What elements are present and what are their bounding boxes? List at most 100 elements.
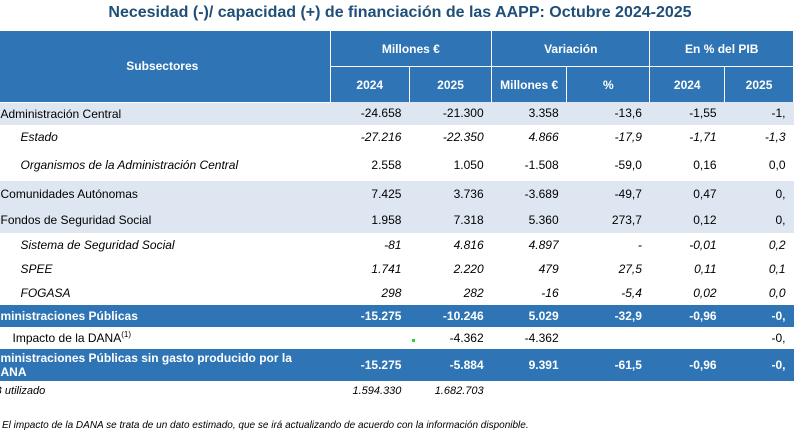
cell-var-millones: -1.508 (524, 157, 559, 172)
cell-m2024: -15.275 (330, 348, 410, 381)
cell-var-pct: -5,4 (621, 285, 642, 300)
table-row: Sistema de Seguridad Social -81 4.816 4.… (0, 233, 794, 257)
row-label: Estado (20, 129, 58, 144)
cell-var-millones: 5.029 (491, 304, 567, 327)
header-millones: Millones € (329, 31, 493, 67)
cell-var-pct: - (637, 237, 642, 252)
header-pib-2024: 2024 (649, 66, 726, 102)
cell-var-millones: 3.358 (491, 102, 567, 125)
cell-var-pct: -17,9 (614, 129, 642, 144)
row-label: ministraciones Públicas (0, 304, 331, 327)
cell-m2025: 4.816 (453, 237, 484, 252)
cell-m2024: -15.275 (330, 304, 410, 327)
cell-m2025: 1.050 (453, 157, 484, 172)
cell-m2025: 2.220 (453, 261, 484, 276)
cell-var-pct: -32,9 (566, 304, 650, 327)
cell-var-pct: -61,5 (566, 348, 650, 381)
table-row: Impacto de la DANA(1) -4.362 -4.362 -0, (0, 327, 794, 349)
table-row: ministraciones Públicas sin gasto produc… (0, 348, 794, 381)
financing-table: Subsectores Millones € Variación En % de… (0, 31, 794, 401)
cell-pib2024 (650, 327, 725, 349)
cell-pib2025: 0,1 (768, 261, 786, 276)
row-label: B utilizado (0, 384, 46, 397)
cell-m2025: -4.362 (449, 330, 484, 345)
cell-m2025: 3.736 (409, 180, 492, 207)
header-variacion: Variación (491, 31, 651, 67)
table-row: ministraciones Públicas -15.275 -10.246 … (0, 304, 794, 327)
cell-pib2024: 0,11 (694, 261, 717, 276)
table-title: Necesidad (-)/ capacidad (+) de financia… (108, 4, 692, 21)
cell-m2025: -22.350 (442, 129, 484, 144)
cell-var-millones: -3.689 (491, 180, 567, 207)
cell-var-pct: 273,7 (566, 206, 650, 233)
cell-pib2025: 0, (724, 180, 794, 207)
cell-pib2025: -0, (724, 304, 794, 327)
table-row: Estado -27.216 -22.350 4.866 -17,9 -1,71… (0, 125, 794, 149)
cell-pib2025: -0, (771, 330, 786, 345)
cell-var-millones: 5.360 (491, 206, 567, 233)
cell-m2025: 1.682.703 (434, 384, 484, 397)
cell-var-pct: -13,6 (566, 102, 650, 125)
cell-pib2024: -0,96 (649, 304, 725, 327)
cell-pib2025: 0, (724, 206, 794, 233)
cell-var-millones: 479 (538, 261, 559, 276)
row-label: FOGASA (20, 285, 71, 300)
row-label: ministraciones Públicas sin gasto produc… (0, 348, 331, 381)
cell-m2024: 1.594.330 (352, 384, 402, 397)
header-var-millones: Millones € (491, 66, 568, 102)
cell-pib2025: -0, (724, 348, 794, 381)
table-row: Administración Central -24.658 -21.300 3… (0, 102, 794, 125)
row-label: Comunidades Autónomas (0, 180, 331, 207)
header-2025: 2025 (408, 66, 493, 102)
row-label: Sistema de Seguridad Social (20, 237, 175, 252)
cell-var-millones: 4.897 (528, 237, 559, 252)
table-row: Comunidades Autónomas 7.425 3.736 -3.689… (0, 180, 794, 207)
table-row: SPEE 1.741 2.220 479 27,5 0,11 0,1 (0, 257, 794, 281)
cell-pib2024: -1,71 (689, 129, 717, 144)
cell-pib2025: -1,3 (764, 129, 786, 144)
cell-pib2025: -1, (724, 102, 794, 125)
cell-marker (412, 339, 415, 342)
table-row: Fondos de Seguridad Social 1.958 7.318 5… (0, 206, 794, 233)
row-label: Organismos de la Administración Central (20, 157, 239, 172)
footnote: El impacto de la DANA se trata de un dat… (2, 420, 529, 431)
header-var-pct: % (566, 66, 651, 102)
cell-var-millones: 4.866 (528, 129, 559, 144)
cell-pib2024: -0,96 (649, 348, 725, 381)
cell-m2024: -81 (384, 237, 402, 252)
cell-pib2024: 0,02 (693, 285, 717, 300)
cell-pib2024: -1,55 (649, 102, 725, 125)
cell-m2024: 1.741 (371, 261, 402, 276)
cell-var-millones: -4.362 (524, 330, 559, 345)
cell-m2025: 282 (463, 285, 484, 300)
row-label: SPEE (20, 261, 53, 276)
dana-label: Impacto de la DANA (12, 331, 122, 345)
cell-m2024: 2.558 (371, 157, 402, 172)
row-label: Administración Central (0, 102, 331, 125)
cell-m2024 (330, 327, 409, 349)
cell-var-pct: 27,5 (618, 261, 642, 276)
cell-pib2024: 0,16 (693, 157, 717, 172)
header-2024: 2024 (329, 66, 410, 102)
cell-var-pct: -59,0 (614, 157, 642, 172)
cell-pib2025: 0,0 (768, 285, 786, 300)
cell-m2025: -21.300 (409, 102, 492, 125)
cell-var-pct (567, 327, 650, 349)
footnote-ref: (1) (121, 330, 131, 339)
table-row: Organismos de la Administración Central … (0, 149, 794, 181)
cell-pib2024: -0,01 (689, 237, 717, 252)
cell-m2024: 298 (381, 285, 402, 300)
cell-pib2024: 0,12 (649, 206, 725, 233)
header-subsectores: Subsectores (0, 31, 331, 103)
cell-pib2025: 0,0 (768, 157, 786, 172)
cell-pib2024: 0,47 (649, 180, 725, 207)
cell-var-millones: -16 (541, 285, 559, 300)
cell-m2024: 7.425 (330, 180, 410, 207)
row-label: Fondos de Seguridad Social (0, 206, 331, 233)
cell-var-millones: 9.391 (491, 348, 567, 381)
row-label: Impacto de la DANA(1) (0, 327, 330, 349)
table-row: B utilizado 1.594.330 1.682.703 (0, 381, 794, 401)
cell-m2024: 1.958 (330, 206, 410, 233)
cell-m2024: -24.658 (330, 102, 410, 125)
cell-m2025: 7.318 (409, 206, 492, 233)
